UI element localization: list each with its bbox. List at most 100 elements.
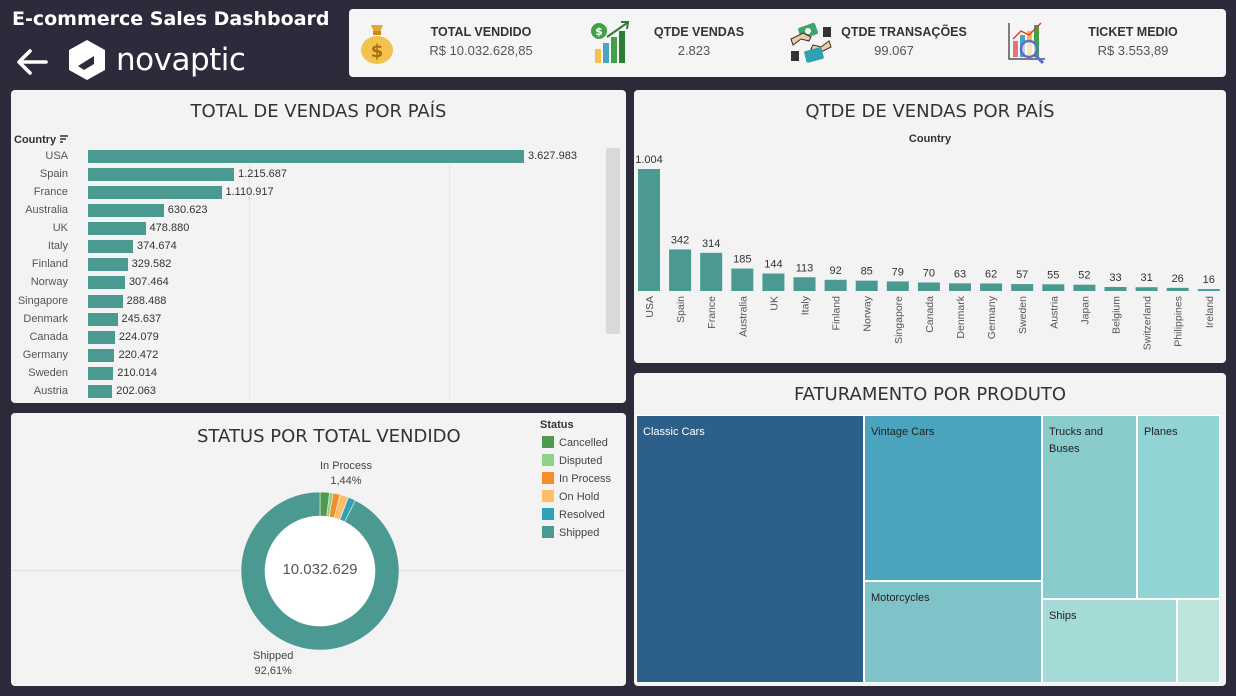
hbar-category-label: France <box>33 186 68 199</box>
qty-by-country-panel: QTDE DE VENDAS POR PAÍS Country 1.004 USA… <box>634 90 1226 363</box>
vbar-bar[interactable] <box>1135 287 1158 291</box>
label-name: In Process <box>320 460 372 472</box>
hbar-row[interactable]: Australia 630.623 <box>11 202 611 220</box>
legend-item[interactable]: Disputed <box>542 454 602 470</box>
vbar-bar[interactable] <box>917 282 940 291</box>
hbar-row[interactable]: France 1.110.917 <box>11 184 611 202</box>
vbar-chart: 1.004 USA 342 Spain 314 France 185 Australia 144… <box>635 154 1220 350</box>
hbar-row[interactable]: Denmark 245.637 <box>11 311 611 329</box>
hbar-bar[interactable] <box>88 150 524 163</box>
hbar-bar[interactable] <box>88 222 146 236</box>
vbar-bar[interactable] <box>669 249 692 291</box>
vbar-value-label: 85 <box>861 266 873 278</box>
hbar-bar[interactable] <box>88 168 235 182</box>
hbar-row[interactable]: UK 478.880 <box>11 220 611 238</box>
vbar-category-label: Sweden <box>1017 296 1029 334</box>
legend-item[interactable]: Shipped <box>542 526 599 542</box>
legend-item[interactable]: Cancelled <box>542 436 608 452</box>
hbar-bar[interactable] <box>88 384 113 398</box>
hbar-value-label: 3.627.983 <box>528 150 577 162</box>
vbar-bar[interactable] <box>886 281 909 291</box>
vbar-value-label: 113 <box>796 262 814 274</box>
vbar-bar[interactable] <box>762 273 785 291</box>
vbar-bar[interactable] <box>731 268 754 291</box>
vbar-bar[interactable] <box>793 277 816 291</box>
vbar-bar[interactable] <box>1073 284 1096 291</box>
treemap-cell[interactable]: Vintage Cars <box>864 415 1042 581</box>
legend-swatch <box>542 508 554 520</box>
vbar-bar[interactable] <box>1197 289 1220 291</box>
hbar-bar[interactable] <box>88 258 128 272</box>
vbar-bar[interactable] <box>949 283 971 291</box>
vbar-category-label: Switzerland <box>1142 296 1154 350</box>
country-axis-label: Country <box>908 133 952 145</box>
vbar-bar[interactable] <box>1011 284 1034 291</box>
hbar-category-label: Australia <box>25 204 68 217</box>
hbar-row[interactable]: Sweden 210.014 <box>11 365 611 383</box>
hbar-category-label: UK <box>52 222 68 235</box>
hbar-row[interactable]: Canada 224.079 <box>11 329 611 347</box>
legend-item[interactable]: In Process <box>542 472 611 488</box>
hbar-category-label: Denmark <box>23 312 68 325</box>
vbar-bar[interactable] <box>855 280 878 291</box>
vbar-bar[interactable] <box>980 283 1003 291</box>
vbar-bar[interactable] <box>1042 284 1065 291</box>
hbar-bar[interactable] <box>88 330 115 344</box>
vbar-bar[interactable] <box>1104 286 1127 291</box>
back-arrow-icon[interactable] <box>14 44 50 80</box>
vbar-bar[interactable] <box>824 279 847 291</box>
vbar-category-label: Belgium <box>1111 296 1123 334</box>
label-pct: 1,44% <box>330 475 362 487</box>
field-label-text: Country <box>14 134 57 146</box>
vbar-category-label: Germany <box>986 295 998 339</box>
kpi-value: 99.067 <box>874 43 914 58</box>
hbar-bar[interactable] <box>88 312 118 326</box>
hbar-row[interactable]: Norway 307.464 <box>11 274 611 292</box>
hbar-row[interactable]: Austria 202.063 <box>11 383 611 401</box>
hbar-bar[interactable] <box>88 276 125 290</box>
hbar-row[interactable]: USA 3.627.983 <box>11 148 611 166</box>
legend-item[interactable]: Resolved <box>542 508 605 524</box>
hbar-bar[interactable] <box>88 294 123 308</box>
country-field-label[interactable]: Country <box>14 134 69 146</box>
vbar-bar[interactable] <box>1166 287 1189 291</box>
hbar-row[interactable]: Singapore 288.488 <box>11 293 611 311</box>
vbar-bar[interactable] <box>638 169 660 291</box>
vbar-value-label: 63 <box>954 268 966 280</box>
treemap-cell[interactable] <box>1177 599 1220 683</box>
scrollbar-thumb[interactable] <box>606 148 620 334</box>
hbar-category-label: Canada <box>29 330 68 343</box>
hbar-bar[interactable] <box>88 366 114 380</box>
hbar-value-label: 245.637 <box>121 312 162 325</box>
hbar-row[interactable]: Germany 220.472 <box>11 347 611 365</box>
hbar-row[interactable]: Italy 374.674 <box>11 238 611 256</box>
hbar-bar[interactable] <box>88 240 134 254</box>
hbar-value-label: 1.110.917 <box>225 186 274 199</box>
status-donut-chart <box>240 491 400 651</box>
hbar-row[interactable]: Finland 329.582 <box>11 256 611 274</box>
treemap-cell[interactable]: Motorcycles <box>864 581 1042 683</box>
treemap-cell[interactable]: Classic Cars <box>636 415 864 683</box>
vbar-category-label: Philippines <box>1173 296 1185 347</box>
hbar-value-label: 307.464 <box>128 276 169 289</box>
hbar-row[interactable]: Spain 1.215.687 <box>11 166 611 184</box>
treemap-cell[interactable]: Trucks and Buses <box>1042 415 1137 599</box>
treemap-cell[interactable]: Ships <box>1042 599 1177 683</box>
hbar-bar[interactable] <box>88 186 222 200</box>
brand-name: novaptic <box>116 42 246 78</box>
vbar-value-label: 1.004 <box>635 154 663 166</box>
sort-icon[interactable] <box>59 134 69 144</box>
vbar-value-label: 52 <box>1078 270 1090 282</box>
legend-title: Status <box>540 419 574 431</box>
revenue-by-product-panel: FATURAMENTO POR PRODUTO Classic Cars Vint… <box>634 373 1226 686</box>
hbar-value-label: 630.623 <box>167 204 208 217</box>
vbar-bar[interactable] <box>700 252 723 291</box>
gridline <box>249 148 250 400</box>
hbar-bar[interactable] <box>88 348 115 362</box>
treemap-cell[interactable]: Planes <box>1137 415 1220 599</box>
hbar-bar[interactable] <box>88 204 164 218</box>
legend-item[interactable]: On Hold <box>542 490 599 506</box>
kpi-label: TICKET MEDIO <box>1088 25 1178 39</box>
vbar-value-label: 57 <box>1016 269 1028 281</box>
label-name: Shipped <box>253 650 294 662</box>
